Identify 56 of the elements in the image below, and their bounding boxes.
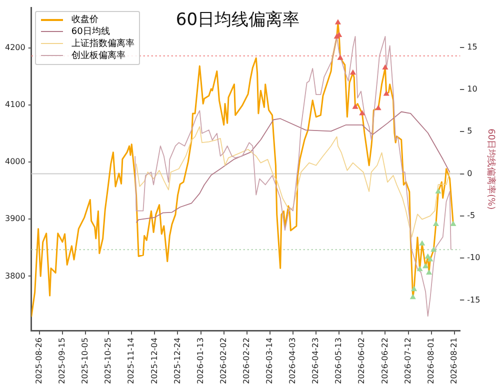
y-tick-label: 3900 — [5, 214, 26, 224]
point — [335, 20, 341, 24]
point — [411, 286, 417, 292]
x-tick-label: 2025-12-24 — [172, 338, 182, 384]
chart-title: 60日均线偏离率 — [176, 10, 300, 30]
x-tick-label: 2026-06-22 — [380, 338, 390, 384]
point — [450, 221, 456, 226]
x-tick-label: 2026-06-02 — [357, 338, 366, 384]
point — [428, 256, 433, 262]
x-tick-label: 2026-01-13 — [196, 338, 205, 384]
x-tick-label: 2025-10-05 — [80, 338, 90, 384]
y2-tick-label: 15 — [467, 42, 478, 52]
x-tick-label: 2026-05-13 — [334, 338, 344, 384]
y2-tick-label: 0 — [467, 168, 472, 178]
x-tick-label: 2026-08-01 — [426, 338, 436, 384]
x-tick-label: 2026-03-14 — [265, 338, 274, 384]
point — [430, 246, 436, 252]
x-tick-label: 2026-07-12 — [403, 338, 412, 384]
point — [419, 240, 425, 246]
point — [338, 55, 343, 60]
legend-label: 创业板偏离率 — [71, 50, 126, 62]
point — [376, 105, 381, 110]
point — [410, 294, 416, 300]
point — [422, 264, 428, 268]
legend-label: 收盘价 — [71, 14, 98, 26]
y2-tick-label: 10 — [467, 84, 478, 94]
x-tick-label: 2026-04-03 — [288, 338, 298, 384]
point — [426, 270, 432, 275]
y-tick-label: 4100 — [5, 100, 26, 109]
y2-tick-label: 5 — [467, 126, 472, 136]
legend-label: 上证指数偏离率 — [71, 38, 134, 50]
point — [382, 64, 388, 70]
x-tick-label: 2025-08-26 — [34, 338, 44, 384]
x-tick-label: 2025-09-15 — [58, 338, 67, 384]
x-tick-label: 2025-11-14 — [126, 338, 136, 384]
x-tick-label: 2026-02-02 — [218, 338, 228, 384]
point — [350, 70, 356, 75]
point — [352, 104, 358, 109]
legend-label: 60日均线 — [71, 26, 110, 38]
y2-tick-label: -5 — [467, 210, 476, 220]
x-tick-label: 2026-08-21 — [449, 338, 458, 384]
y-tick-label: 4000 — [5, 157, 26, 166]
x-tick-label: 2026-04-23 — [311, 338, 320, 384]
point — [384, 91, 390, 96]
y2-axis-title: 60日均线偏离率(%) — [485, 128, 496, 210]
point — [417, 266, 422, 272]
x-tick-label: 2025-10-25 — [104, 338, 113, 384]
y2-tick-label: -10 — [467, 253, 480, 262]
point — [436, 188, 441, 194]
y-tick-label: 4200 — [5, 42, 26, 52]
point — [433, 221, 439, 226]
x-tick-label: 2025-12-04 — [150, 338, 159, 384]
y2-tick-label: -15 — [467, 295, 480, 304]
y-tick-label: 3800 — [5, 271, 26, 280]
point — [359, 110, 365, 116]
x-tick-label: 2026-02-22 — [242, 338, 251, 384]
